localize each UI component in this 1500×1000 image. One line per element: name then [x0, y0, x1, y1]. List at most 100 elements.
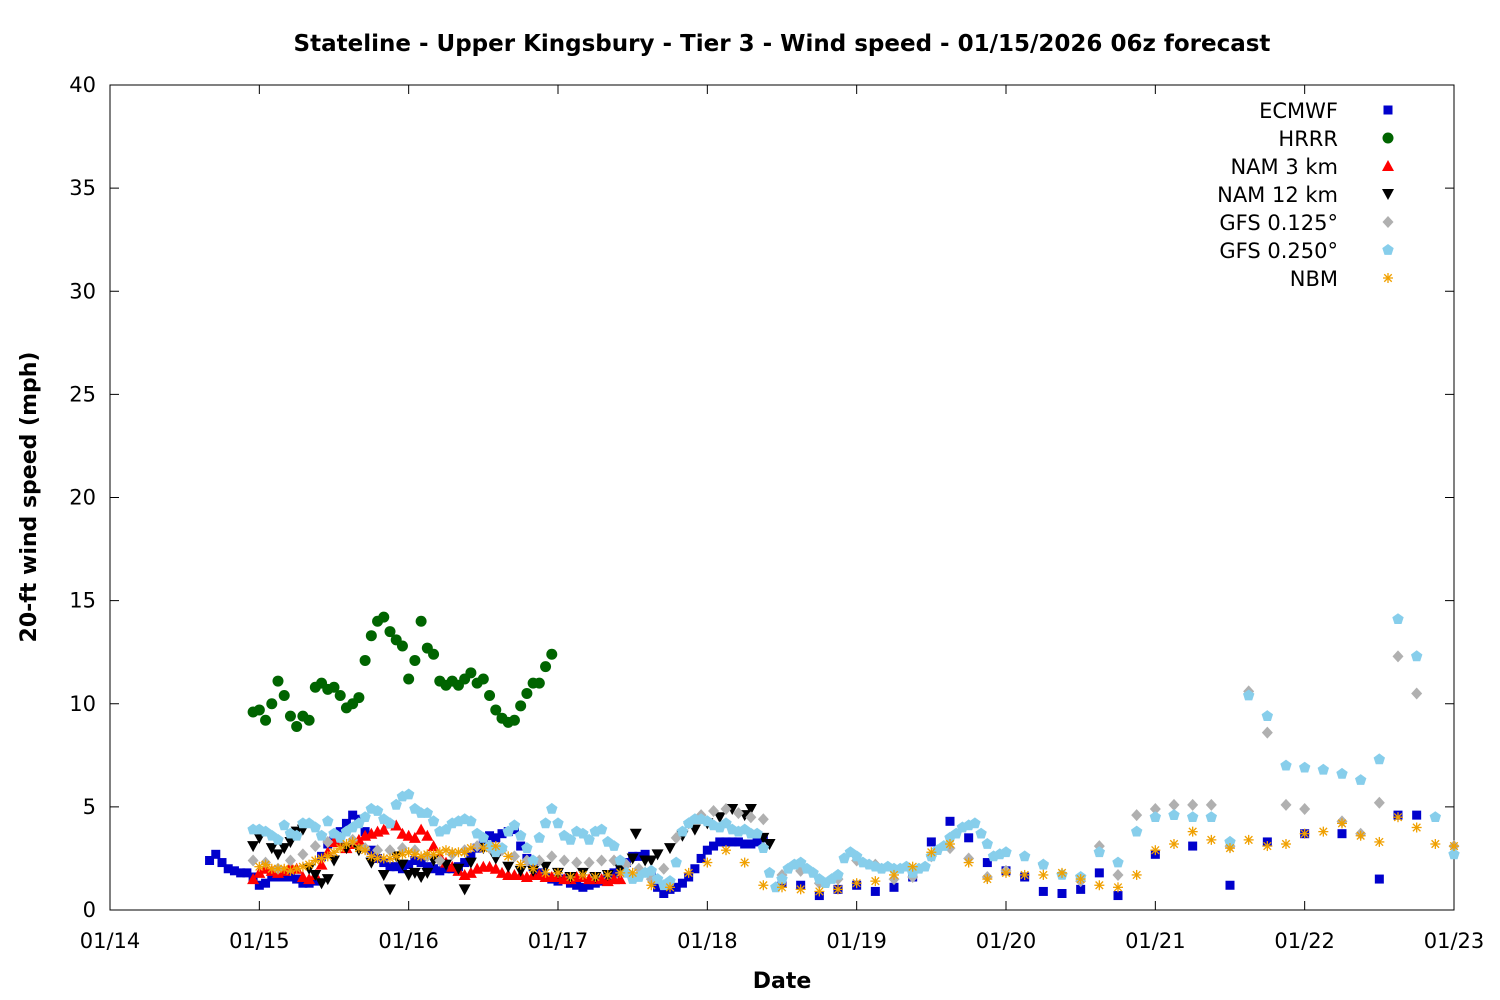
data-point	[515, 829, 527, 841]
data-point	[720, 817, 732, 829]
data-point	[478, 843, 489, 854]
data-point	[1113, 882, 1123, 893]
data-point	[739, 857, 750, 868]
data-point	[477, 831, 489, 843]
data-point	[640, 849, 650, 859]
data-point	[303, 873, 316, 885]
data-point	[416, 858, 426, 868]
data-point	[1261, 726, 1273, 739]
data-point	[595, 823, 608, 835]
y-axis-label: 20-ft wind speed (mph)	[17, 352, 42, 643]
data-point	[435, 866, 445, 876]
data-point	[558, 854, 570, 867]
data-point	[720, 802, 732, 815]
data-point	[254, 880, 264, 890]
data-point	[1000, 846, 1012, 858]
legend-marker	[1382, 244, 1394, 255]
data-point	[427, 815, 440, 827]
data-point	[740, 839, 750, 849]
data-point	[377, 823, 390, 835]
data-point	[253, 866, 266, 878]
data-point	[982, 874, 993, 885]
data-point	[378, 853, 389, 864]
data-point	[421, 829, 434, 841]
data-point	[253, 704, 265, 716]
data-point	[315, 829, 328, 841]
data-point	[982, 858, 992, 868]
data-point	[335, 843, 346, 854]
legend-entry: NAM 3 km	[1230, 155, 1394, 179]
data-point	[1113, 891, 1123, 901]
data-point	[328, 681, 340, 693]
series-gfs-0-250-	[247, 613, 1460, 893]
data-point	[1299, 828, 1310, 839]
data-point	[452, 863, 465, 875]
data-point	[981, 838, 993, 849]
data-point	[1317, 763, 1329, 775]
data-point	[272, 849, 284, 861]
data-point	[359, 811, 371, 822]
data-point	[403, 788, 415, 800]
data-point	[1262, 841, 1273, 852]
legend-marker	[1383, 105, 1393, 115]
data-point	[1318, 826, 1329, 837]
data-point	[721, 837, 731, 847]
data-point	[533, 831, 545, 843]
data-point	[1076, 884, 1086, 894]
data-point	[278, 690, 290, 701]
data-point	[546, 802, 558, 814]
data-point	[217, 858, 227, 868]
y-tick-label: 15	[69, 589, 96, 613]
data-point	[651, 849, 664, 861]
data-point	[584, 880, 594, 890]
data-point	[1094, 880, 1105, 891]
data-point	[503, 851, 514, 862]
x-tick-label: 01/15	[229, 929, 290, 953]
data-point	[745, 811, 757, 824]
data-point	[489, 862, 502, 874]
x-tick-label: 01/23	[1424, 929, 1485, 953]
y-tick-label: 10	[69, 692, 96, 716]
data-point	[260, 859, 271, 870]
data-point	[757, 813, 769, 826]
data-point	[1168, 809, 1180, 820]
data-point	[646, 880, 657, 891]
data-point	[851, 850, 863, 862]
data-point	[1412, 810, 1422, 820]
data-point	[1112, 868, 1124, 881]
data-point	[727, 837, 737, 847]
data-point	[377, 869, 390, 881]
y-tick-label: 30	[69, 279, 96, 303]
data-point	[1281, 839, 1291, 849]
data-point	[396, 859, 409, 871]
data-point	[609, 868, 619, 878]
data-point	[596, 854, 608, 867]
x-tick-label: 01/14	[80, 929, 141, 953]
x-tick-label: 01/22	[1274, 929, 1335, 953]
data-point	[626, 853, 639, 865]
data-point	[396, 640, 408, 652]
data-point	[715, 837, 725, 847]
data-point	[465, 667, 477, 679]
data-point	[527, 854, 539, 866]
x-axis-label: Date	[753, 969, 812, 994]
data-point	[309, 840, 321, 853]
data-point	[571, 856, 583, 869]
data-point	[590, 872, 601, 882]
data-point	[267, 872, 277, 882]
data-point	[490, 841, 501, 852]
data-point	[1299, 761, 1311, 773]
data-point	[733, 837, 743, 847]
data-point	[564, 833, 577, 845]
data-point	[676, 825, 689, 837]
data-point	[721, 845, 731, 856]
data-point	[758, 880, 769, 891]
data-point	[261, 878, 271, 888]
data-point	[1299, 802, 1311, 815]
data-point	[1337, 818, 1347, 829]
data-point	[615, 867, 626, 878]
data-point	[378, 611, 390, 623]
data-point	[833, 884, 843, 895]
data-point	[211, 849, 221, 859]
